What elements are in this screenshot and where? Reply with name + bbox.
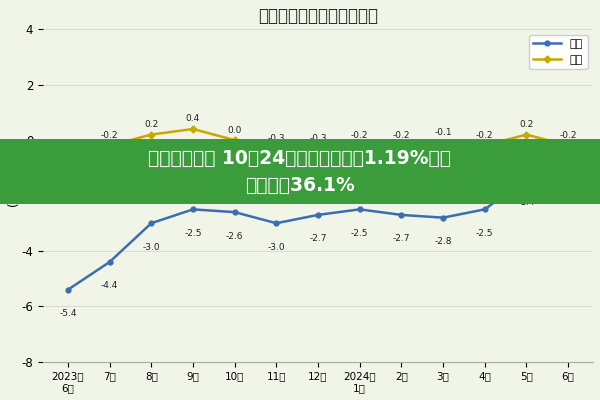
Text: -2.5: -2.5 <box>184 229 202 238</box>
Text: -2.8: -2.8 <box>434 237 452 246</box>
环比 <box>231 138 238 142</box>
环比 <box>481 143 488 148</box>
Text: 0.0: 0.0 <box>227 126 242 134</box>
同比 <box>523 176 530 181</box>
Text: -2.7: -2.7 <box>392 234 410 243</box>
环比 <box>190 127 197 132</box>
Text: -2.6: -2.6 <box>226 232 244 240</box>
同比 <box>64 287 71 292</box>
Line: 同比: 同比 <box>65 160 571 292</box>
同比 <box>356 207 363 212</box>
环比 <box>148 132 155 137</box>
同比 <box>273 221 280 226</box>
Text: -0.8: -0.8 <box>559 182 577 191</box>
Text: -0.2: -0.2 <box>476 131 493 140</box>
环比 <box>64 160 71 165</box>
Text: 0.2: 0.2 <box>144 120 158 129</box>
Text: 0.2: 0.2 <box>519 120 533 129</box>
Legend: 同比, 环比: 同比, 环比 <box>529 35 587 70</box>
Text: -0.2: -0.2 <box>101 131 118 140</box>
Text: -0.2: -0.2 <box>392 131 410 140</box>
环比 <box>106 143 113 148</box>
Text: -5.4: -5.4 <box>59 309 77 318</box>
环比 <box>439 140 446 145</box>
Text: -2.5: -2.5 <box>476 229 493 238</box>
Text: -0.1: -0.1 <box>434 128 452 137</box>
同比 <box>190 207 197 212</box>
环比 <box>314 146 322 151</box>
同比 <box>439 215 446 220</box>
Text: -0.3: -0.3 <box>268 134 285 143</box>
环比 <box>273 146 280 151</box>
Text: -4.4: -4.4 <box>101 282 118 290</box>
Text: -0.3: -0.3 <box>309 134 327 143</box>
同比 <box>106 260 113 264</box>
Text: -2.5: -2.5 <box>351 229 368 238</box>
环比 <box>398 143 405 148</box>
环比 <box>565 143 572 148</box>
Text: -3.0: -3.0 <box>268 243 285 252</box>
Line: 环比: 环比 <box>65 126 571 165</box>
Text: -0.2: -0.2 <box>559 131 577 140</box>
Text: -0.2: -0.2 <box>351 131 368 140</box>
同比 <box>565 160 572 165</box>
Title: 工业生产者出厂价格涨跌幅: 工业生产者出厂价格涨跌幅 <box>258 7 378 25</box>
同比 <box>481 207 488 212</box>
Text: -1.4: -1.4 <box>518 198 535 207</box>
环比 <box>523 132 530 137</box>
Y-axis label: (%): (%) <box>7 185 20 206</box>
Text: -0.8: -0.8 <box>59 148 77 157</box>
同比 <box>231 210 238 214</box>
同比 <box>148 221 155 226</box>
Text: 股溢价率36.1%: 股溢价率36.1% <box>245 176 355 195</box>
Text: -2.7: -2.7 <box>309 234 327 243</box>
同比 <box>398 212 405 217</box>
Text: 0.4: 0.4 <box>186 114 200 124</box>
Text: -3.0: -3.0 <box>142 243 160 252</box>
同比 <box>314 212 322 217</box>
环比 <box>356 143 363 148</box>
Text: 配资知识开户 10月24日神通转债下跌1.19%，转: 配资知识开户 10月24日神通转债下跌1.19%，转 <box>149 149 452 168</box>
